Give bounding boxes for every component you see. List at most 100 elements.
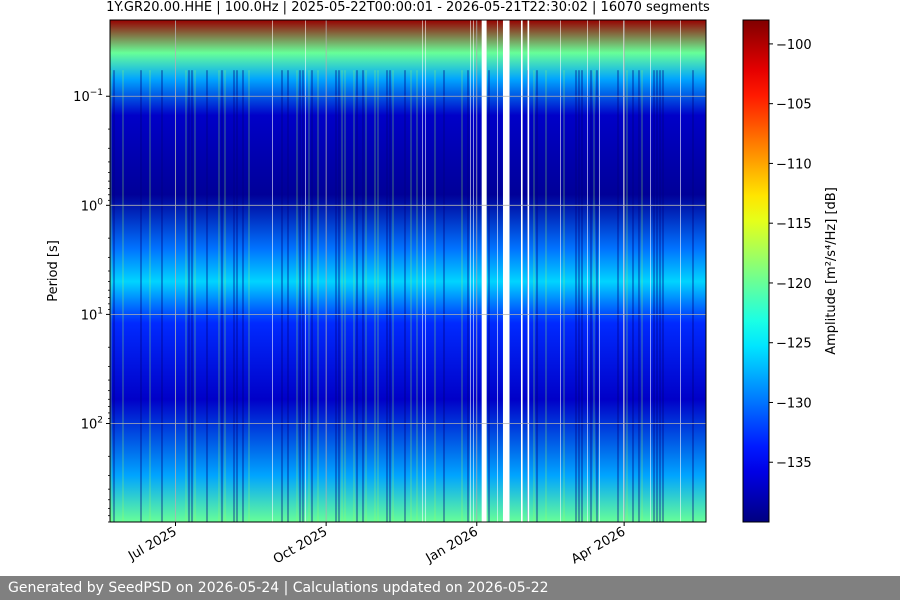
heatmap-stripe bbox=[122, 70, 124, 522]
heatmap-stripe bbox=[488, 70, 490, 522]
colorbar-ticks: −100 −105 −110 −115 −120 −125 −130 −135 bbox=[769, 38, 812, 471]
heatmap-stripe bbox=[344, 70, 346, 522]
heatmap-stripe bbox=[416, 70, 418, 522]
heatmap-stripe bbox=[422, 20, 423, 522]
heatmap-stripe bbox=[497, 20, 498, 522]
heatmap-stripe bbox=[641, 70, 643, 522]
x-tick-label: Jan 2026 bbox=[423, 524, 481, 566]
heatmap-stripe bbox=[194, 70, 196, 522]
heatmap-stripe bbox=[662, 70, 664, 522]
heatmap-stripe bbox=[410, 70, 412, 522]
colorbar-tick-label: −120 bbox=[776, 277, 812, 292]
data-gap bbox=[527, 20, 530, 522]
chart-title: 1Y.GR20.00.HHE | 100.0Hz | 2025-05-22T00… bbox=[106, 0, 710, 15]
colorbar-tick-label: −105 bbox=[776, 98, 812, 113]
heatmap-stripe bbox=[587, 20, 588, 522]
colorbar-tick-label: −110 bbox=[776, 157, 812, 172]
y-tick-label: 101 bbox=[81, 306, 103, 323]
plot-area bbox=[110, 20, 706, 522]
heatmap-stripe bbox=[206, 70, 208, 522]
y-axis: 10−1 100 101 102 bbox=[73, 88, 110, 523]
heatmap-stripe bbox=[467, 70, 469, 522]
heatmap-stripe bbox=[404, 70, 406, 522]
heatmap-stripe bbox=[302, 70, 304, 522]
heatmap-stripe bbox=[218, 70, 220, 522]
heatmap-stripe bbox=[578, 70, 580, 522]
heatmap-stripe bbox=[224, 70, 226, 522]
heatmap-stripe bbox=[113, 70, 115, 522]
heatmap-stripe bbox=[680, 20, 681, 522]
y-axis-label: Period [s] bbox=[46, 240, 61, 302]
heatmap-stripe bbox=[443, 70, 445, 522]
heatmap-stripe bbox=[335, 70, 337, 522]
colorbar-tick-label: −135 bbox=[776, 456, 812, 471]
y-tick-label: 10−1 bbox=[73, 88, 103, 105]
heatmap-stripe bbox=[353, 70, 355, 522]
x-tick-label: Jul 2025 bbox=[125, 524, 179, 564]
heatmap-stripe bbox=[656, 70, 658, 522]
heatmap-stripe bbox=[389, 70, 391, 522]
heatmap-stripe bbox=[575, 70, 577, 522]
heatmap-stripe bbox=[377, 70, 379, 522]
heatmap-stripe bbox=[581, 70, 583, 522]
data-gap bbox=[502, 20, 510, 522]
heatmap-stripe bbox=[392, 70, 394, 522]
heatmap-stripe bbox=[140, 70, 142, 522]
heatmap-background bbox=[110, 20, 706, 522]
heatmap-stripe bbox=[338, 70, 340, 522]
grid-lines bbox=[110, 20, 706, 522]
heatmap-stripe bbox=[650, 20, 651, 522]
heatmap-stripe bbox=[191, 70, 193, 522]
heatmap-stripe bbox=[281, 70, 283, 522]
heatmap-stripe bbox=[248, 70, 250, 522]
heatmap-stripe bbox=[308, 70, 310, 522]
data-gaps bbox=[481, 20, 530, 522]
heatmap-stripe bbox=[242, 70, 244, 522]
heatmap-stripe bbox=[563, 70, 565, 522]
heatmap-stripe bbox=[161, 70, 163, 522]
colorbar-frame bbox=[742, 19, 770, 523]
heatmap-stripe bbox=[299, 70, 301, 522]
heatmap-stripe bbox=[341, 70, 343, 522]
heatmap-stripe bbox=[434, 70, 436, 522]
heatmap-stripe bbox=[149, 70, 151, 522]
heatmap-stripe bbox=[311, 70, 313, 522]
heatmap-stripe bbox=[638, 70, 640, 522]
heatmap-stripe bbox=[599, 20, 600, 522]
heatmap-stripe bbox=[374, 70, 376, 522]
colorbar-label: Amplitude [m²/s⁴/Hz] [dB] bbox=[824, 187, 839, 355]
heatmap-stripe bbox=[593, 70, 595, 522]
heatmap-stripe bbox=[659, 70, 661, 522]
heatmap-stripe bbox=[653, 70, 655, 522]
heatmap-stripe bbox=[461, 70, 463, 522]
heatmap-stripe bbox=[692, 70, 694, 522]
heatmap-stripe bbox=[236, 70, 238, 522]
heatmap-stripe bbox=[272, 20, 273, 522]
data-gap bbox=[481, 20, 487, 522]
heatmap-stripe bbox=[362, 70, 364, 522]
heatmap-stripe bbox=[590, 70, 592, 522]
heatmap-stripe bbox=[560, 20, 561, 522]
heatmap-stripe bbox=[596, 70, 598, 522]
heatmap-stripe bbox=[545, 70, 547, 522]
colorbar: −100 −105 −110 −115 −120 −125 −130 −135 Amplitu… bbox=[742, 19, 839, 523]
colorbar-tick-label: −100 bbox=[776, 38, 812, 53]
y-tick-label: 100 bbox=[81, 197, 104, 214]
x-axis: Jul 2025 Oct 2025 Jan 2026 Apr 2026 bbox=[125, 522, 628, 567]
y-tick-label: 102 bbox=[81, 415, 103, 432]
heatmap-stripe bbox=[233, 70, 235, 522]
footer-generated-note: Generated by SeedPSD on 2026-05-24 | Cal… bbox=[0, 576, 900, 600]
heatmap-stripe bbox=[623, 20, 624, 522]
heatmap-stripe bbox=[296, 70, 298, 522]
heatmap-stripe bbox=[386, 70, 388, 522]
colorbar-tick-label: −130 bbox=[776, 396, 812, 411]
heatmap-stripe bbox=[473, 20, 474, 522]
heatmap-stripe bbox=[110, 70, 112, 522]
heatmap-stripe bbox=[188, 70, 190, 522]
heatmap-stripe bbox=[626, 70, 628, 522]
heatmap-stripe bbox=[425, 20, 426, 522]
colorbar-tick-label: −125 bbox=[776, 337, 812, 352]
colorbar-tick-label: −115 bbox=[776, 217, 812, 232]
heatmap-stripe bbox=[617, 70, 619, 522]
